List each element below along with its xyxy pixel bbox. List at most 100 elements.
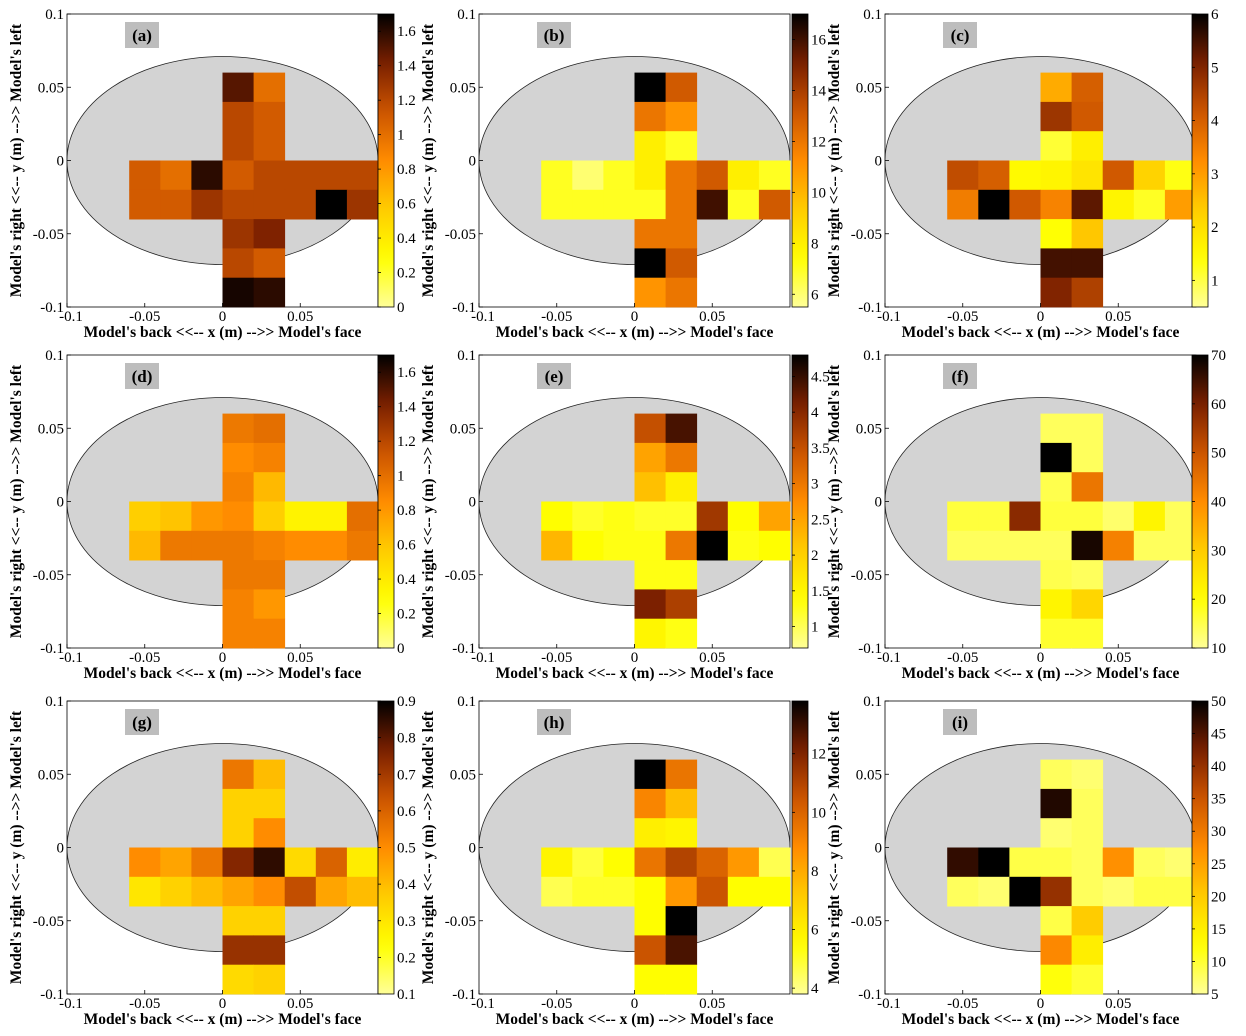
heatmap-cell <box>634 759 666 790</box>
heatmap-cell <box>1040 501 1072 532</box>
y-tick-label: -0.1 <box>858 300 882 316</box>
heatmap-cell <box>222 876 254 907</box>
y-tick-label: -0.05 <box>33 568 64 584</box>
heatmap-cell <box>222 472 254 502</box>
x-axis-label: Model's back <<-- x (m) -->> Model's fac… <box>84 324 362 341</box>
heatmap-cell <box>253 442 286 473</box>
y-tick-label: 0.05 <box>38 767 64 783</box>
colorbar-tick-label: 5 <box>1211 60 1219 76</box>
x-tick-label: -0.05 <box>947 309 978 325</box>
x-tick-label: -0.05 <box>129 650 160 666</box>
y-tick-label: 0 <box>57 841 65 857</box>
heatmap-cell <box>696 530 729 561</box>
y-tick-label: -0.05 <box>851 227 882 243</box>
heatmap-cell <box>665 847 698 878</box>
heatmap-cell <box>253 189 286 220</box>
colorbar-tick-label: 1 <box>397 469 405 485</box>
heatmap-cell <box>634 906 666 936</box>
heatmap-cell <box>1040 189 1072 220</box>
heatmap-cell <box>191 847 223 878</box>
heatmap-cell <box>634 589 666 620</box>
heatmap-cell <box>222 131 254 161</box>
heatmap-cell <box>346 530 379 561</box>
x-tick-label: -0.1 <box>877 309 901 325</box>
y-axis-label: Model's right <<-- y (m) -->> Model's le… <box>826 710 843 984</box>
colorbar-tick-label: 1.6 <box>397 365 416 381</box>
heatmap-cell <box>572 189 604 220</box>
y-tick-label: -0.1 <box>858 987 882 1003</box>
x-tick-label: -0.05 <box>541 309 572 325</box>
heatmap-cell <box>284 501 317 532</box>
heatmap-cell <box>1040 964 1072 995</box>
heatmap-cell <box>1009 530 1041 561</box>
panel-label-box <box>943 22 977 48</box>
heatmap-cell <box>727 847 760 878</box>
heatmap-cell <box>222 964 254 995</box>
x-axis-label: Model's back <<-- x (m) -->> Model's fac… <box>902 1011 1180 1028</box>
panel-label-box <box>537 22 571 48</box>
colorbar-tick-label: 1 <box>1211 273 1219 289</box>
colorbar-tick-label: 0.2 <box>397 266 416 282</box>
heatmap-cell <box>1071 101 1104 132</box>
heatmap-cell <box>253 160 286 191</box>
colorbar-tick-label: 0.2 <box>397 950 416 966</box>
heatmap-cell <box>1071 277 1104 308</box>
colorbar-tick-label: 30 <box>1211 824 1226 840</box>
heatmap-cell <box>129 501 161 532</box>
heatmap-cell <box>758 847 791 878</box>
heatmap-cell <box>947 847 979 878</box>
heatmap-cell <box>665 189 698 220</box>
heatmap-cell <box>978 189 1010 220</box>
heatmap-cell <box>1071 847 1104 878</box>
heatmap-cell <box>665 906 698 936</box>
heatmap-cell <box>315 530 348 561</box>
colorbar-tick-label: 1.2 <box>397 434 416 450</box>
panel-label-box <box>125 709 159 735</box>
y-tick-label: 0 <box>57 154 65 170</box>
x-tick-label: -0.05 <box>541 996 572 1012</box>
heatmap-cell <box>191 160 223 191</box>
heatmap-cell <box>572 876 604 907</box>
heatmap-cell <box>315 501 348 532</box>
heatmap-cell <box>253 759 286 790</box>
colorbar-tick-label: 60 <box>1211 397 1226 413</box>
colorbar-tick-label: 10 <box>1211 641 1226 657</box>
heatmap-cell <box>634 788 666 819</box>
colorbar-tick-label: 70 <box>1211 348 1226 364</box>
x-tick-label: 0.05 <box>699 996 725 1012</box>
heatmap-cell <box>1133 189 1166 220</box>
heatmap-cell <box>222 906 254 936</box>
heatmap-cell <box>634 964 666 995</box>
panel-label: (h) <box>544 713 565 732</box>
colorbar-tick-label: 12 <box>811 134 826 150</box>
y-tick-label: -0.05 <box>33 914 64 930</box>
heatmap-cell <box>634 72 666 103</box>
heatmap-cell <box>191 530 223 561</box>
heatmap-cell <box>253 560 286 590</box>
heatmap-cell <box>1071 935 1104 966</box>
colorbar-tick-label: 16 <box>811 32 827 48</box>
heatmap-cell <box>1164 501 1197 532</box>
heatmap-cell <box>129 189 161 220</box>
x-tick-label: 0 <box>219 650 227 666</box>
heatmap-cell <box>603 501 635 532</box>
colorbar-tick-label: 35 <box>1211 792 1226 808</box>
y-axis-label: Model's right <<-- y (m) -->> Model's le… <box>826 23 843 297</box>
x-tick-label: 0.05 <box>287 650 313 666</box>
x-tick-label: 0 <box>1037 650 1045 666</box>
x-tick-label: 0 <box>219 996 227 1012</box>
colorbar-tick-label: 14 <box>811 83 827 99</box>
heatmap-cell <box>665 788 698 819</box>
heatmap-cell <box>253 589 286 620</box>
heatmap-cell <box>222 413 254 444</box>
heatmap-cell <box>284 530 317 561</box>
panel-label-box <box>125 363 159 389</box>
y-axis-label: Model's right <<-- y (m) -->> Model's le… <box>826 364 843 638</box>
x-tick-label: 0 <box>631 650 639 666</box>
colorbar <box>377 354 395 649</box>
heatmap-cell <box>1164 160 1197 191</box>
heatmap-cell <box>603 876 635 907</box>
heatmap-cell <box>665 759 698 790</box>
heatmap-cell <box>1009 847 1041 878</box>
